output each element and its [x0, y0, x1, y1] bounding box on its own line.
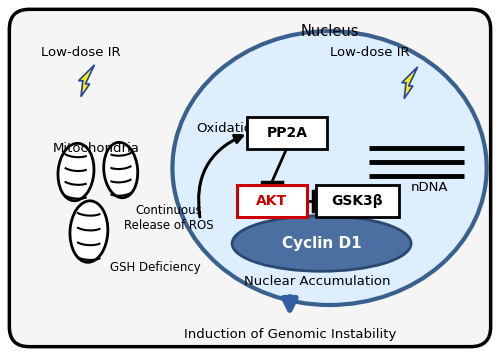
Text: Continuous
Release of ROS: Continuous Release of ROS	[124, 204, 214, 232]
Text: Oxidation: Oxidation	[196, 122, 260, 135]
Ellipse shape	[232, 216, 411, 271]
Text: Cyclin D1: Cyclin D1	[282, 236, 362, 251]
Ellipse shape	[70, 201, 108, 262]
Text: PP2A: PP2A	[266, 126, 308, 140]
Ellipse shape	[172, 31, 486, 305]
FancyBboxPatch shape	[316, 185, 399, 217]
FancyBboxPatch shape	[247, 117, 326, 149]
Text: nDNA: nDNA	[410, 182, 448, 194]
FancyBboxPatch shape	[237, 185, 306, 217]
Text: Low-dose IR: Low-dose IR	[330, 47, 409, 59]
Text: Nuclear Accumulation: Nuclear Accumulation	[244, 275, 391, 288]
Text: GSK3β: GSK3β	[332, 194, 383, 208]
Text: Low-dose IR: Low-dose IR	[41, 47, 121, 59]
Ellipse shape	[104, 142, 138, 198]
Text: Mitochondria: Mitochondria	[52, 142, 140, 155]
Ellipse shape	[58, 143, 94, 201]
FancyBboxPatch shape	[10, 9, 490, 347]
Polygon shape	[78, 65, 94, 96]
Text: AKT: AKT	[256, 194, 288, 208]
Text: Induction of Genomic Instability: Induction of Genomic Instability	[184, 328, 396, 341]
Text: GSH Deficiency: GSH Deficiency	[110, 261, 201, 274]
Polygon shape	[402, 67, 417, 99]
Text: Nucleus: Nucleus	[300, 23, 359, 39]
